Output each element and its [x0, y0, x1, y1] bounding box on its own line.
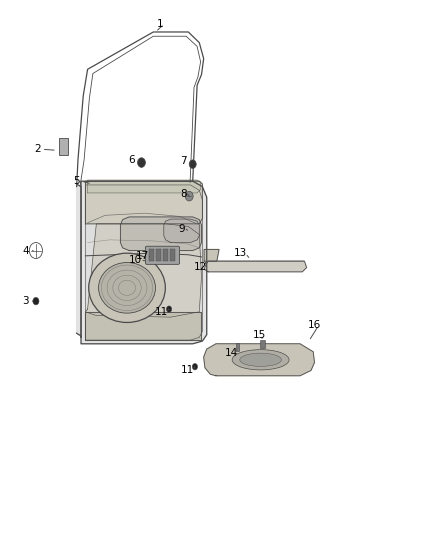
Text: 3: 3 [22, 296, 29, 306]
Polygon shape [85, 312, 201, 340]
Text: 15: 15 [253, 330, 266, 340]
Bar [260, 340, 265, 348]
Bar [149, 249, 154, 261]
Bar [156, 249, 161, 261]
Ellipse shape [99, 263, 155, 313]
Polygon shape [77, 184, 81, 336]
Text: 9: 9 [178, 224, 185, 234]
Text: 4: 4 [22, 246, 29, 255]
Ellipse shape [232, 350, 289, 370]
Text: 14: 14 [225, 349, 238, 358]
Bar [59, 138, 68, 155]
Text: 8: 8 [180, 189, 187, 199]
Ellipse shape [88, 253, 166, 322]
Text: 11: 11 [181, 366, 194, 375]
Polygon shape [204, 261, 307, 272]
FancyBboxPatch shape [145, 246, 180, 264]
Text: 17: 17 [136, 251, 149, 261]
Polygon shape [81, 181, 207, 344]
Text: 1: 1 [156, 19, 163, 29]
Bar [163, 249, 168, 261]
Polygon shape [120, 217, 201, 251]
Text: 2: 2 [34, 144, 41, 154]
Polygon shape [85, 185, 202, 340]
Text: 11: 11 [155, 307, 168, 317]
Text: 12: 12 [194, 262, 207, 271]
Polygon shape [88, 180, 201, 193]
Polygon shape [85, 181, 202, 224]
Text: 7: 7 [180, 157, 187, 166]
Bar [170, 249, 175, 261]
Ellipse shape [240, 353, 281, 367]
Circle shape [166, 306, 172, 312]
Polygon shape [204, 249, 219, 261]
Polygon shape [85, 224, 201, 317]
Text: 16: 16 [308, 320, 321, 330]
Circle shape [33, 297, 39, 305]
Bar [236, 343, 239, 351]
Text: 10: 10 [129, 255, 142, 265]
Circle shape [192, 364, 198, 370]
Text: 6: 6 [128, 155, 135, 165]
Circle shape [185, 191, 193, 201]
Circle shape [138, 158, 145, 167]
Text: 13: 13 [234, 248, 247, 258]
Circle shape [189, 160, 196, 168]
Polygon shape [164, 219, 199, 243]
Text: 5: 5 [73, 176, 80, 186]
Polygon shape [204, 344, 314, 376]
